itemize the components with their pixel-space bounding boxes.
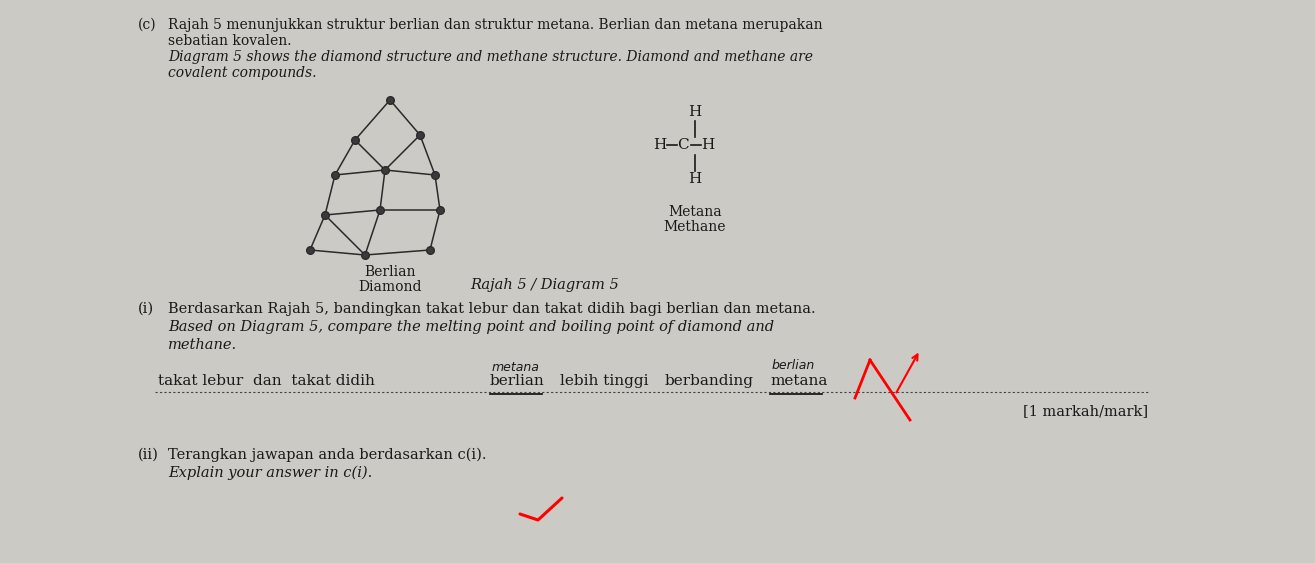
- Text: berlian: berlian: [490, 374, 544, 388]
- Text: Methane: Methane: [664, 220, 726, 234]
- Text: Terangkan jawapan anda berdasarkan c(i).: Terangkan jawapan anda berdasarkan c(i).: [168, 448, 487, 462]
- Text: Diamond: Diamond: [358, 280, 422, 294]
- Text: H: H: [701, 138, 714, 152]
- Text: sebatian kovalen.: sebatian kovalen.: [168, 34, 292, 48]
- Text: (c): (c): [138, 18, 156, 32]
- Text: Explain your answer in c(i).: Explain your answer in c(i).: [168, 466, 372, 480]
- Text: H: H: [688, 105, 702, 119]
- Text: (ii): (ii): [138, 448, 159, 462]
- Text: covalent compounds.: covalent compounds.: [168, 66, 317, 80]
- Text: C: C: [677, 138, 689, 152]
- Text: Rajah 5 / Diagram 5: Rajah 5 / Diagram 5: [471, 278, 619, 292]
- Text: takat lebur  dan  takat didih: takat lebur dan takat didih: [158, 374, 375, 388]
- Text: [1 markah/mark]: [1 markah/mark]: [1023, 404, 1148, 418]
- Text: methane.: methane.: [168, 338, 237, 352]
- Text: Diagram 5 shows the diamond structure and methane structure. Diamond and methane: Diagram 5 shows the diamond structure an…: [168, 50, 813, 64]
- Text: Berlian: Berlian: [364, 265, 416, 279]
- Text: metana: metana: [771, 374, 827, 388]
- Text: lebih tinggi: lebih tinggi: [560, 374, 648, 388]
- Text: metana: metana: [492, 361, 540, 374]
- Text: Berdasarkan Rajah 5, bandingkan takat lebur dan takat didih bagi berlian dan met: Berdasarkan Rajah 5, bandingkan takat le…: [168, 302, 815, 316]
- Text: H: H: [654, 138, 667, 152]
- Text: Rajah 5 menunjukkan struktur berlian dan struktur metana. Berlian dan metana mer: Rajah 5 menunjukkan struktur berlian dan…: [168, 18, 823, 32]
- Text: (i): (i): [138, 302, 154, 316]
- Text: Metana: Metana: [668, 205, 722, 219]
- Text: Based on Diagram 5, compare the melting point and boiling point of diamond and: Based on Diagram 5, compare the melting …: [168, 320, 775, 334]
- Text: H: H: [688, 172, 702, 186]
- Text: berbanding: berbanding: [665, 374, 753, 388]
- Text: berlian: berlian: [772, 359, 815, 372]
